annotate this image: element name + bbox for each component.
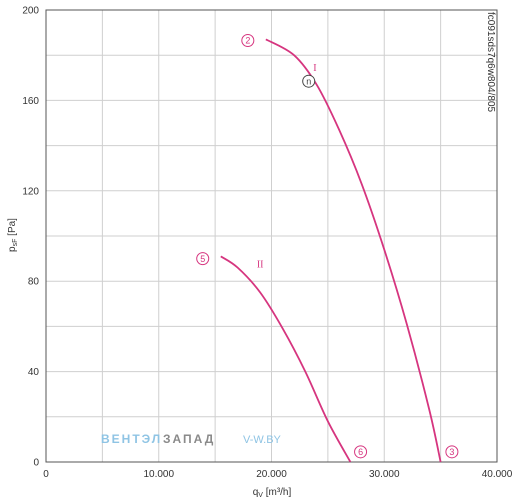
y-axis-label: psF [Pa] xyxy=(7,218,19,252)
series-line-1 xyxy=(265,38,442,463)
x-tick-labels: 0 10.000 20.000 30.000 40.000 xyxy=(43,469,513,480)
y-axis-label-subscript: sF xyxy=(12,239,19,247)
y-tick-label: 160 xyxy=(22,96,39,107)
y-tick-label: 0 xyxy=(33,458,39,469)
x-axis-label-main: q xyxy=(253,487,259,498)
operating-point-circle xyxy=(302,74,316,88)
grid xyxy=(45,9,498,463)
x-tick-label: 0 xyxy=(43,469,49,480)
point-marker-label: 3 xyxy=(449,447,454,457)
plot-frame xyxy=(45,9,498,463)
x-axis-label: qV [m³/h] xyxy=(253,487,292,499)
watermark-part-3: V-W.BY xyxy=(243,434,282,446)
operating-point-label: n xyxy=(306,76,311,86)
watermark-part-2: ЗАПАД xyxy=(163,432,215,446)
x-tick-label: 40.000 xyxy=(482,469,513,480)
point-marker-circle xyxy=(196,252,210,266)
y-axis-label-unit: [Pa] xyxy=(7,218,18,239)
watermark: ВЕНТЭЛ ЗАПАД V-W.BY xyxy=(101,432,282,446)
point-marker-circle xyxy=(354,445,368,459)
curve-label: II xyxy=(257,260,264,271)
y-tick-label: 120 xyxy=(22,186,39,197)
x-axis-label-unit: [m³/h] xyxy=(263,487,292,498)
point-marker-circle xyxy=(445,445,459,459)
point-marker-label: 5 xyxy=(200,254,205,264)
y-tick-label: 200 xyxy=(22,6,39,17)
curve-label: I xyxy=(313,63,316,74)
series-layer xyxy=(220,38,442,463)
y-axis-label-main: p xyxy=(7,246,18,252)
x-axis-label-subscript: V xyxy=(258,492,263,499)
curve-labels-layer: III xyxy=(257,63,317,271)
x-tick-label: 30.000 xyxy=(369,469,400,480)
x-tick-label: 10.000 xyxy=(143,469,174,480)
y-tick-labels: 0 40 80 120 160 200 xyxy=(22,6,39,469)
x-tick-label: 20.000 xyxy=(256,469,287,480)
point-marker-circle xyxy=(241,34,255,48)
watermark-part-1: ВЕНТЭЛ xyxy=(101,432,162,446)
markers-layer: 2 3 5 6 n xyxy=(196,34,459,459)
series-line-2 xyxy=(220,255,352,463)
y-tick-label: 80 xyxy=(28,277,40,288)
diagram-code: fc091sds7q6w804/805 xyxy=(485,12,496,113)
y-tick-label: 40 xyxy=(28,367,40,378)
point-marker-label: 6 xyxy=(358,447,363,457)
point-marker-label: 2 xyxy=(245,36,250,46)
